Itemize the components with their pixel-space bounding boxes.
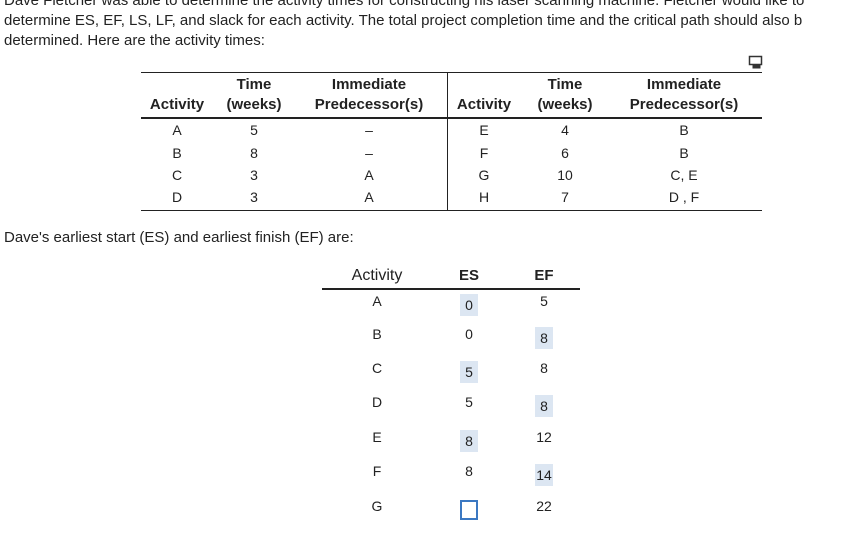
column-header: Predecessor(s) [629, 96, 739, 113]
column-header: EF [534, 267, 554, 284]
table-cell: C, E [670, 167, 698, 183]
table-cell: 10 [557, 167, 573, 183]
answer-highlight[interactable] [535, 395, 553, 417]
table-cell: 7 [561, 189, 569, 205]
table-cell: E [479, 122, 489, 138]
table-cell: – [365, 145, 373, 161]
table-cell: A [372, 293, 382, 309]
table-cell: H [478, 189, 490, 205]
intro-line: Dave Fletcher was able to determine the … [4, 0, 805, 9]
table-cell: 8 [250, 145, 258, 161]
table-divider [447, 72, 448, 211]
answer-input[interactable] [460, 500, 478, 520]
column-header: Activity [456, 96, 512, 113]
table-cell: G [371, 498, 383, 514]
table-cell: B [679, 145, 689, 161]
table-cell: 22 [536, 498, 552, 514]
table-rule [141, 117, 762, 119]
table-cell: B [679, 122, 689, 138]
table-cell: 12 [536, 429, 552, 445]
table-cell: 3 [250, 167, 258, 183]
table-cell: A [364, 189, 374, 205]
table-rule [141, 210, 762, 211]
table-cell: A [364, 167, 374, 183]
column-header: Time [236, 76, 272, 93]
column-header: ES [458, 267, 480, 284]
table-cell: 3 [250, 189, 258, 205]
table-cell: 5 [250, 122, 258, 138]
table-cell: D [371, 394, 383, 410]
intro-line: determine ES, EF, LS, LF, and slack for … [4, 12, 803, 29]
column-header: Immediate [331, 76, 407, 93]
column-header: Activity [351, 267, 403, 284]
column-header: (weeks) [537, 96, 593, 113]
caption: Dave's earliest start (ES) and earliest … [4, 229, 354, 246]
table-cell: 0 [465, 326, 473, 342]
answer-highlight[interactable] [460, 294, 478, 316]
column-header: Immediate [646, 76, 722, 93]
table-cell: A [172, 122, 182, 138]
table-cell[interactable]: 8 [465, 433, 473, 449]
table-cell: 4 [561, 122, 569, 138]
answer-highlight[interactable] [535, 464, 553, 486]
table-rule [141, 72, 762, 73]
table-cell: 5 [540, 293, 548, 309]
table-cell: 8 [465, 463, 473, 479]
table-cell: B [172, 145, 182, 161]
table-rule [322, 288, 580, 290]
table-cell[interactable]: 0 [465, 297, 473, 313]
expand-icon[interactable] [748, 55, 764, 71]
table-cell: – [365, 122, 373, 138]
table-cell[interactable]: 8 [540, 330, 548, 346]
table-cell: D , F [668, 189, 700, 205]
table-cell[interactable]: 14 [536, 467, 552, 483]
table-cell[interactable]: 8 [540, 398, 548, 414]
table-cell[interactable]: 5 [465, 364, 473, 380]
table-cell: F [479, 145, 489, 161]
table-cell: 6 [561, 145, 569, 161]
answer-highlight[interactable] [535, 327, 553, 349]
table-cell: B [372, 326, 382, 342]
table-cell: G [478, 167, 490, 183]
intro-line: determined. Here are the activity times: [4, 32, 265, 49]
table-cell: E [372, 429, 382, 445]
column-header: (weeks) [226, 96, 282, 113]
table-cell: 8 [540, 360, 548, 376]
table-cell: C [371, 360, 383, 376]
table-cell: F [372, 463, 382, 479]
table-cell: D [171, 189, 183, 205]
column-header: Activity [149, 96, 205, 113]
answer-highlight[interactable] [460, 361, 478, 383]
answer-highlight[interactable] [460, 430, 478, 452]
table-cell: C [171, 167, 183, 183]
column-header: Time [547, 76, 583, 93]
table-cell: 5 [465, 394, 473, 410]
column-header: Predecessor(s) [314, 96, 424, 113]
